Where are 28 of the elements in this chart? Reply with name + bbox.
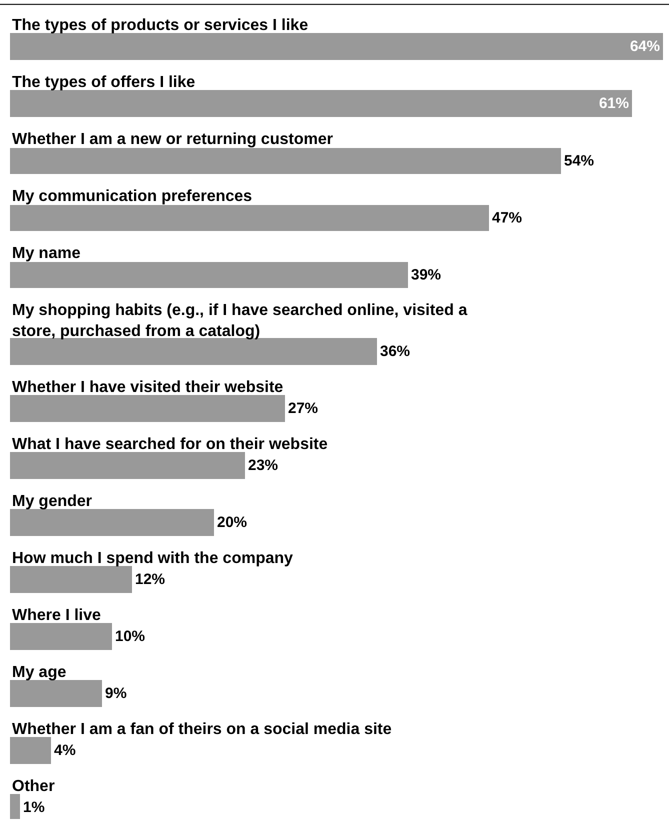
y-tick-label: What I have searched for on their website — [12, 436, 328, 453]
y-tick-label: The types of offers I like — [12, 74, 196, 91]
data-label: 36% — [380, 343, 410, 360]
y-tick-label: Where I live — [12, 607, 102, 624]
data-label: 20% — [217, 514, 248, 531]
data-label: 61% — [598, 95, 629, 112]
y-tick-label: My communication preferences — [12, 188, 252, 205]
data-label: 9% — [105, 685, 127, 702]
data-label: 1% — [23, 799, 45, 816]
y-tick-label: My age — [12, 664, 66, 681]
data-label: 4% — [54, 742, 76, 759]
data-label: 39% — [411, 266, 442, 284]
y-tick-label: My gender — [12, 493, 92, 510]
y-tick-label: Whether I have visited their website — [12, 379, 284, 396]
y-tick-label: My name — [12, 245, 81, 262]
data-label: 54% — [564, 152, 594, 170]
data-label: 10% — [115, 628, 146, 645]
y-tick-label: The types of products or services I like — [12, 17, 308, 34]
data-label: 23% — [248, 457, 278, 474]
y-tick-label: Other — [12, 778, 55, 795]
y-tick-label: Whether I am a fan of theirs on a social media site — [12, 721, 392, 738]
y-tick-label: How much I spend with the company — [12, 550, 294, 567]
data-label: 64% — [630, 38, 660, 55]
data-label: 12% — [135, 571, 166, 588]
y-tick-label: My shopping habits (e.g., if I have searched online, visited a store, purchased from a catalog) — [12, 302, 468, 340]
y-tick-label: Whether I am a new or returning customer — [12, 131, 333, 148]
data-label: 27% — [288, 400, 318, 417]
data-label: 47% — [492, 210, 522, 226]
